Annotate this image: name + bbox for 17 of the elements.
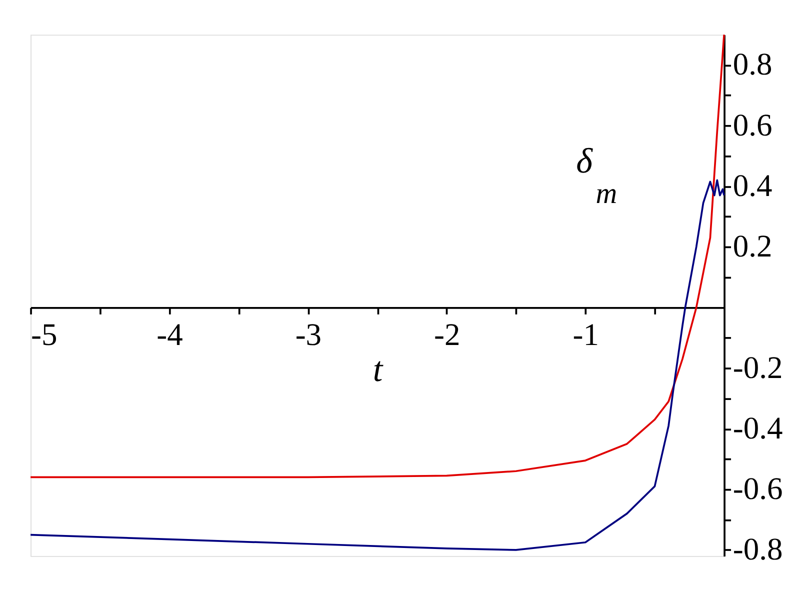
x-tick-label: -5	[31, 316, 58, 352]
y-tick-label: 0.6	[732, 107, 772, 142]
x-axis-title: t	[372, 350, 384, 390]
y-tick-label: -0.2	[732, 350, 783, 385]
y-tick-label: 0.4	[732, 168, 772, 203]
x-tick-label: -1	[572, 316, 599, 352]
y-tick-label: -0.6	[732, 471, 783, 506]
y-tick-label: 0.2	[732, 228, 772, 264]
y-axis-title: δm	[576, 142, 618, 210]
x-tick-label: -2	[434, 316, 460, 352]
line-series	[30, 34, 725, 478]
x-tick-label: -4	[156, 316, 184, 352]
y-tick-label: 0.8	[732, 46, 772, 82]
line-series	[30, 179, 725, 551]
y-tick-label: -0.4	[732, 410, 783, 446]
y-tick-label: -0.8	[732, 532, 783, 567]
x-tick-label: -3	[295, 316, 322, 352]
